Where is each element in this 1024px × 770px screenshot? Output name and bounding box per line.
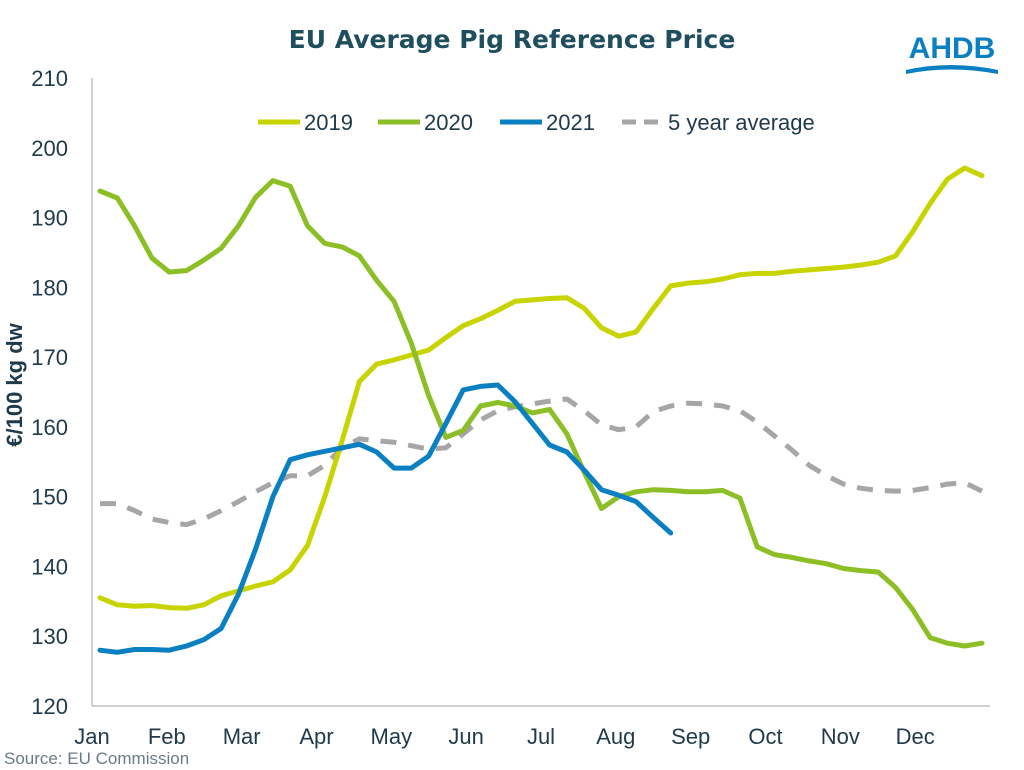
y-tick-label: 130: [31, 624, 68, 649]
y-tick-label: 120: [31, 694, 68, 719]
logo-swoosh-icon: [906, 65, 998, 74]
y-ticks: 120 130 140 150 160 170 180 190 200 210: [31, 66, 68, 719]
y-tick-label: 140: [31, 554, 68, 579]
source-note: Source: EU Commission: [4, 749, 189, 768]
legend-label: 2020: [424, 110, 473, 135]
x-tick-label: Feb: [148, 724, 186, 749]
x-tick-label: Aug: [596, 724, 635, 749]
legend: 2019 2020 2021 5 year average: [258, 110, 815, 135]
legend-label: 5 year average: [668, 110, 815, 135]
x-tick-label: Apr: [299, 724, 333, 749]
y-tick-label: 210: [31, 66, 68, 91]
y-tick-label: 150: [31, 485, 68, 510]
x-tick-label: Jul: [527, 724, 555, 749]
x-tick-label: Oct: [748, 724, 782, 749]
x-tick-label: Jan: [74, 724, 109, 749]
series-line-5-year-average: [100, 399, 982, 525]
y-tick-label: 160: [31, 415, 68, 440]
legend-label: 2019: [304, 110, 353, 135]
logo-text: AHDB: [909, 32, 996, 65]
chart-title: EU Average Pig Reference Price: [289, 25, 736, 54]
legend-label: 2021: [546, 110, 595, 135]
x-tick-label: Dec: [896, 724, 935, 749]
x-ticks: Jan Feb Mar Apr May Jun Jul Aug Sep Oct Nov Dec: [74, 724, 934, 749]
y-tick-label: 170: [31, 345, 68, 370]
line-chart: EU Average Pig Reference Price AHDB €/10…: [0, 0, 1024, 770]
x-tick-label: Jun: [448, 724, 483, 749]
y-tick-label: 200: [31, 136, 68, 161]
series-line-2020: [100, 181, 982, 646]
x-tick-label: Mar: [223, 724, 261, 749]
y-axis-label: €/100 kg dw: [2, 322, 27, 446]
y-tick-label: 180: [31, 275, 68, 300]
y-tick-label: 190: [31, 206, 68, 231]
x-tick-label: Nov: [821, 724, 860, 749]
series-line-2021: [100, 385, 671, 652]
x-tick-label: Sep: [671, 724, 710, 749]
ahdb-logo: AHDB: [906, 32, 998, 74]
x-tick-label: May: [371, 724, 413, 749]
series-lines: [100, 168, 982, 652]
